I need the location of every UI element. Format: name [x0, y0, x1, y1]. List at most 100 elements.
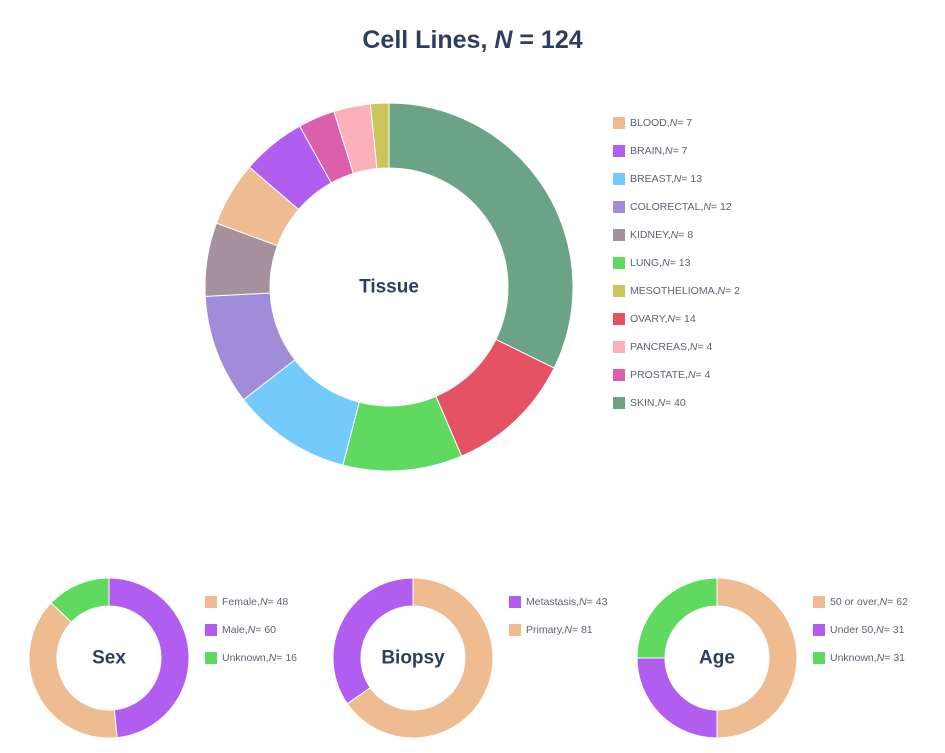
- legend-label: LUNG,: [630, 257, 663, 269]
- legend-label: OVARY,: [630, 313, 668, 325]
- legend-swatch: [613, 145, 625, 157]
- legend-swatch: [613, 313, 625, 325]
- legend-label: Male,: [222, 624, 248, 636]
- legend-label: MESOTHELIOMA,: [630, 285, 718, 297]
- sex-slice-unknown[interactable]: [50, 577, 110, 623]
- tissue-legend-item-skin[interactable]: SKIN, N = 40: [613, 397, 686, 409]
- legend-n-symbol: N: [247, 624, 256, 636]
- tissue-legend-item-kidney[interactable]: KIDNEY, N = 8: [613, 229, 693, 241]
- legend-label: KIDNEY,: [630, 229, 671, 241]
- legend-n-symbol: N: [717, 285, 726, 297]
- biopsy-center-label: Biopsy: [381, 648, 445, 669]
- legend-value: = 4: [695, 369, 711, 381]
- age-slice-unknown[interactable]: [636, 577, 718, 659]
- legend-swatch: [813, 596, 825, 608]
- age-slice-under-50[interactable]: [636, 657, 718, 739]
- tissue-center-label: Tissue: [359, 277, 419, 298]
- legend-swatch: [613, 201, 625, 213]
- legend-n-symbol: N: [876, 624, 884, 636]
- age-slice-50-or-over[interactable]: [716, 577, 798, 739]
- legend-n-symbol: N: [657, 397, 666, 409]
- legend-label: Primary,: [526, 624, 565, 636]
- legend-label: Unknown,: [222, 652, 269, 664]
- legend-n-symbol: N: [876, 652, 885, 664]
- legend-n-symbol: N: [689, 341, 698, 353]
- legend-n-symbol: N: [259, 596, 268, 608]
- legend-n-symbol: N: [879, 596, 888, 608]
- legend-swatch: [205, 596, 217, 608]
- legend-label: Metastasis,: [526, 596, 580, 608]
- age-legend-item-unknown[interactable]: Unknown, N = 31: [813, 652, 905, 664]
- legend-value: = 40: [665, 397, 686, 409]
- legend-value: = 4: [697, 341, 713, 353]
- title-suffix: = 124: [512, 26, 583, 54]
- tissue-legend-item-lung[interactable]: LUNG, N = 13: [613, 257, 690, 269]
- tissue-donut-chart: Tissue: [204, 102, 574, 472]
- legend-swatch: [813, 624, 825, 636]
- legend-n-symbol: N: [665, 145, 673, 157]
- sex-donut-chart: Sex: [28, 577, 190, 739]
- legend-label: BRAIN,: [630, 145, 666, 157]
- tissue-slice-skin[interactable]: [388, 102, 574, 369]
- sex-slice-male[interactable]: [108, 577, 190, 739]
- legend-label: PROSTATE,: [630, 369, 688, 381]
- legend-label: Unknown,: [830, 652, 877, 664]
- tissue-slice-mesothelioma[interactable]: [369, 102, 390, 170]
- tissue-legend-item-ovary[interactable]: OVARY, N = 14: [613, 313, 696, 325]
- legend-label: PANCREAS,: [630, 341, 690, 353]
- legend-label: BREAST,: [630, 173, 674, 185]
- legend-swatch: [509, 596, 521, 608]
- legend-swatch: [205, 624, 217, 636]
- legend-n-symbol: N: [669, 117, 678, 129]
- legend-value: = 16: [276, 652, 298, 664]
- tissue-legend-item-brain[interactable]: BRAIN, N = 7: [613, 145, 688, 157]
- tissue-legend-item-prostate[interactable]: PROSTATE, N = 4: [613, 369, 710, 381]
- legend-value: = 14: [674, 313, 696, 325]
- legend-swatch: [813, 652, 825, 664]
- legend-value: = 31: [883, 624, 905, 636]
- legend-swatch: [613, 229, 625, 241]
- legend-swatch: [613, 257, 625, 269]
- legend-n-symbol: N: [667, 313, 675, 325]
- biopsy-legend-item-primary[interactable]: Primary, N = 81: [509, 624, 593, 636]
- sex-legend-item-unknown[interactable]: Unknown, N = 16: [205, 652, 297, 664]
- sex-legend-item-male[interactable]: Male, N = 60: [205, 624, 276, 636]
- tissue-legend-item-pancreas[interactable]: PANCREAS, N = 4: [613, 341, 712, 353]
- tissue-legend-item-mesothelioma[interactable]: MESOTHELIOMA, N = 2: [613, 285, 740, 297]
- age-legend-item-50-or-over[interactable]: 50 or over, N = 62: [813, 596, 908, 608]
- legend-swatch: [509, 624, 521, 636]
- age-center-label: Age: [699, 648, 735, 669]
- legend-value: = 7: [677, 117, 693, 129]
- age-legend-item-under-50[interactable]: Under 50, N = 31: [813, 624, 904, 636]
- biopsy-slice-primary[interactable]: [346, 577, 494, 739]
- legend-value: = 7: [672, 145, 688, 157]
- tissue-legend-item-colorectal[interactable]: COLORECTAL, N = 12: [613, 201, 732, 213]
- legend-label: Under 50,: [830, 624, 877, 636]
- legend-swatch: [613, 397, 625, 409]
- legend-label: SKIN,: [630, 397, 658, 409]
- tissue-legend-item-blood[interactable]: BLOOD, N = 7: [613, 117, 692, 129]
- legend-value: = 43: [586, 596, 608, 608]
- legend-value: = 62: [887, 596, 908, 608]
- biopsy-slice-metastasis[interactable]: [332, 577, 414, 705]
- legend-n-symbol: N: [687, 369, 696, 381]
- legend-value: = 48: [267, 596, 289, 608]
- legend-value: = 8: [678, 229, 694, 241]
- sex-slice-female[interactable]: [28, 602, 118, 739]
- biopsy-legend-item-metastasis[interactable]: Metastasis, N = 43: [509, 596, 607, 608]
- legend-swatch: [613, 117, 625, 129]
- legend-swatch: [205, 652, 217, 664]
- legend-swatch: [613, 285, 625, 297]
- chart-title: Cell Lines, N = 124: [0, 26, 945, 55]
- sex-center-label: Sex: [92, 648, 126, 669]
- legend-value: = 81: [571, 624, 593, 636]
- tissue-legend-item-breast[interactable]: BREAST, N = 13: [613, 173, 702, 185]
- legend-swatch: [613, 173, 625, 185]
- title-n: N: [494, 26, 513, 54]
- legend-n-symbol: N: [579, 596, 587, 608]
- legend-n-symbol: N: [268, 652, 277, 664]
- legend-value: = 12: [710, 201, 732, 213]
- legend-value: = 60: [255, 624, 277, 636]
- sex-legend-item-female[interactable]: Female, N = 48: [205, 596, 288, 608]
- legend-n-symbol: N: [673, 173, 682, 185]
